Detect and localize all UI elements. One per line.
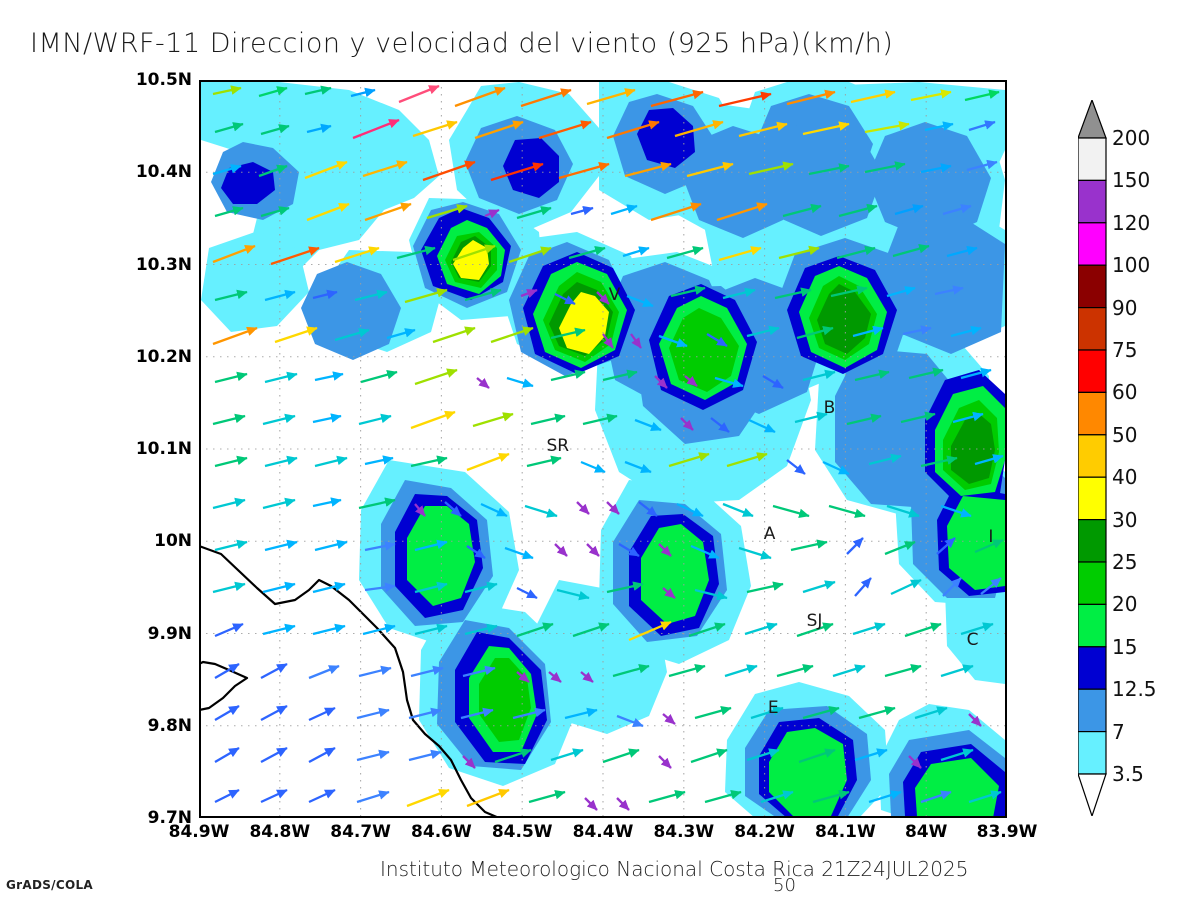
x-tick-label: 84.8W <box>249 822 311 842</box>
grads-credit: GrADS/COLA <box>6 878 93 892</box>
footer-institute: Instituto Meteorologico Nacional Costa R… <box>380 857 969 881</box>
colorbar-tick-label: 30 <box>1112 507 1138 532</box>
colorbar-swatch[interactable] <box>1078 603 1107 648</box>
page-title: IMN/WRF-11 Direccion y velocidad del vie… <box>30 28 894 59</box>
colorbar-swatch[interactable] <box>1078 688 1107 733</box>
x-tick-label: 84W <box>904 822 948 842</box>
colorbar-swatch[interactable] <box>1078 391 1107 436</box>
y-tick-label: 10N <box>154 531 192 552</box>
wind-vector-field <box>212 84 1004 811</box>
colorbar-tick-label: 7 <box>1112 719 1125 744</box>
x-tick-label: 84.7W <box>330 822 391 842</box>
colorbar-tick-label: 100 <box>1112 253 1151 278</box>
x-tick-label: 84.1W <box>815 822 876 842</box>
wind-speed-map[interactable]: V SR B A I SJ C E <box>199 80 1007 818</box>
colorbar-swatch[interactable] <box>1078 434 1107 478</box>
y-tick-label: 10.3N <box>135 254 192 275</box>
colorbar-swatch[interactable] <box>1078 519 1107 563</box>
colorbar-extend-low <box>1078 773 1107 816</box>
colorbar-tick-label: 25 <box>1112 550 1138 574</box>
colorbar-tick-label: 90 <box>1112 295 1138 320</box>
colorbar-swatch[interactable] <box>1078 222 1107 266</box>
colorbar-extend-high <box>1078 100 1107 139</box>
colorbar-swatch[interactable] <box>1078 179 1107 224</box>
colorbar-swatch[interactable] <box>1078 730 1107 775</box>
colorbar-tick-label: 150 <box>1112 168 1151 193</box>
colorbar-swatch[interactable] <box>1078 561 1107 606</box>
colorbar-tick-label: 3.5 <box>1112 762 1144 786</box>
colorbar-tick-label: 60 <box>1112 380 1138 405</box>
x-tick-label: 84.5W <box>491 822 553 842</box>
x-tick-label: 83.9W <box>976 822 1038 842</box>
map-gridlines <box>199 80 1007 818</box>
colorbar-swatch[interactable] <box>1078 264 1107 309</box>
colorbar-tick-label: 15 <box>1112 634 1138 659</box>
y-tick-label: 9.7N <box>147 808 192 828</box>
y-tick-label: 10.1N <box>135 439 192 459</box>
x-tick-label: 84.9W <box>168 822 230 842</box>
colorbar-tick-label: 200 <box>1112 126 1151 150</box>
x-tick-label: 84.6W <box>411 822 472 842</box>
colorbar-tick-label: 12.5 <box>1112 677 1157 702</box>
y-tick-label: 10.4N <box>135 162 192 183</box>
colorbar-swatch[interactable] <box>1078 476 1107 521</box>
y-tick-label: 9.8N <box>147 715 192 736</box>
colorbar-tick-label: 40 <box>1112 465 1138 490</box>
map-canvas <box>199 80 1007 818</box>
x-tick-label: 84.4W <box>572 822 634 842</box>
colorbar-swatch[interactable] <box>1078 137 1107 182</box>
reference-vector-label: 50 <box>773 875 796 896</box>
colorbar-swatch[interactable] <box>1078 646 1107 690</box>
y-tick-label: 10.2N <box>135 346 192 367</box>
colorbar-tick-label: 120 <box>1112 210 1151 235</box>
y-tick-label: 9.9N <box>147 623 192 644</box>
colorbar-tick-label: 75 <box>1112 338 1138 362</box>
y-tick-label: 10.5N <box>135 70 192 90</box>
x-tick-label: 84.3W <box>653 822 715 842</box>
colorbar-tick-label: 20 <box>1112 592 1138 617</box>
colorbar-swatch[interactable] <box>1078 307 1107 351</box>
colorbar[interactable] <box>1078 100 1112 816</box>
coastline <box>199 544 500 818</box>
colorbar-swatch[interactable] <box>1078 349 1107 394</box>
colorbar-tick-label: 50 <box>1112 422 1138 447</box>
x-tick-label: 84.2W <box>734 822 795 842</box>
